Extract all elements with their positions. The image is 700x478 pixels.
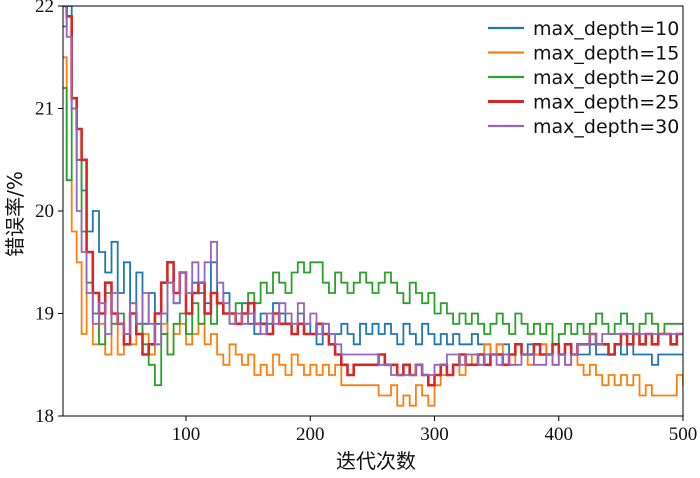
x-tick-label: 300	[420, 424, 449, 445]
y-tick-label: 18	[35, 406, 54, 427]
legend-label: max_depth=30	[533, 116, 679, 138]
x-tick-label: 100	[172, 424, 201, 445]
y-tick-label: 20	[35, 201, 54, 222]
x-axis-label: 迭代次数	[336, 449, 416, 473]
y-tick-label: 22	[35, 0, 54, 17]
y-tick-label: 19	[35, 304, 54, 325]
series-layer	[63, 6, 683, 407]
series-line-max-depth-20	[63, 87, 683, 387]
y-axis-label: 错误率/%	[3, 171, 27, 257]
series-line-max-depth-30	[63, 6, 683, 376]
legend-label: max_depth=20	[533, 67, 679, 89]
x-tick-label: 500	[669, 424, 698, 445]
y-tick-label: 21	[35, 99, 54, 120]
x-tick-label: 200	[296, 424, 325, 445]
axis-ticks: 100 200 300 400 500 18 19 20 21 22	[35, 0, 697, 445]
legend-label: max_depth=25	[533, 92, 679, 114]
legend-label: max_depth=15	[533, 43, 679, 65]
x-tick-label: 400	[545, 424, 574, 445]
legend-label: max_depth=10	[533, 18, 679, 40]
